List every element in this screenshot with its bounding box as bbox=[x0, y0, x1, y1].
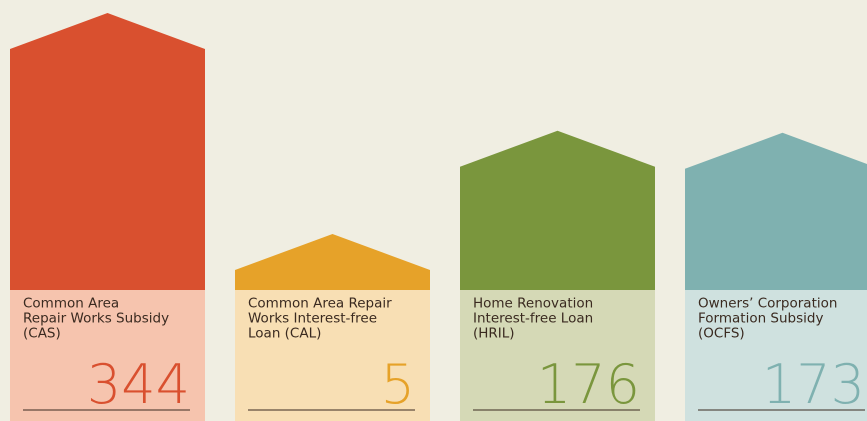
category-label: Works Interest-free bbox=[248, 311, 377, 327]
category-label: Owners’ Corporation bbox=[698, 296, 837, 312]
value-label: 173 bbox=[762, 353, 865, 416]
value-label: 5 bbox=[381, 353, 415, 416]
value-label: 176 bbox=[537, 353, 640, 416]
house-bar bbox=[10, 13, 205, 290]
category-label: (OCFS) bbox=[698, 326, 745, 342]
house-bar bbox=[235, 234, 430, 290]
category-label: Interest-free Loan bbox=[473, 311, 593, 327]
category-label: Common Area Repair bbox=[248, 296, 392, 312]
category-label: (HRIL) bbox=[473, 326, 515, 342]
label-panel bbox=[235, 290, 430, 421]
label-panel bbox=[685, 290, 867, 421]
category-label: Home Renovation bbox=[473, 296, 593, 312]
house-bar bbox=[460, 130, 655, 290]
category-label: Formation Subsidy bbox=[698, 311, 823, 327]
category-label: (CAS) bbox=[23, 326, 61, 342]
house-bar bbox=[685, 132, 867, 290]
label-panel bbox=[10, 290, 205, 421]
category-label: Common Area bbox=[23, 296, 119, 312]
category-label: Repair Works Subsidy bbox=[23, 311, 169, 327]
category-label: Loan (CAL) bbox=[248, 326, 321, 342]
label-panel bbox=[460, 290, 655, 421]
value-label: 344 bbox=[87, 353, 190, 416]
